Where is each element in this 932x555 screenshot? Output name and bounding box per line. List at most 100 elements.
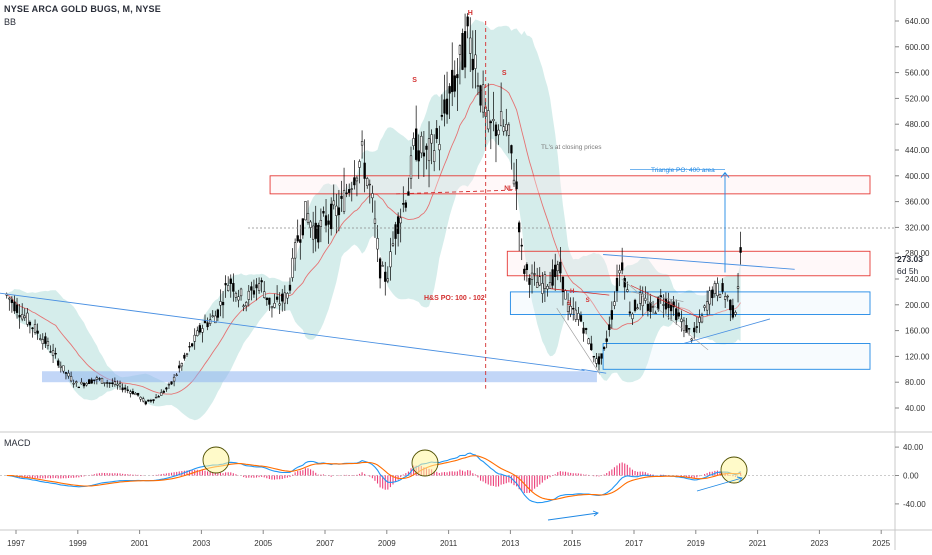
time-tick-label: 2023 — [811, 539, 829, 548]
candle-body — [180, 363, 183, 367]
candle-body — [301, 218, 305, 236]
countdown-tag: 6d 5h — [897, 266, 919, 276]
candle-body — [51, 350, 55, 356]
candle-body — [646, 303, 650, 311]
candle-body — [461, 33, 464, 70]
zone-200 — [509, 291, 871, 315]
candle-body — [165, 387, 168, 390]
candle-body — [476, 85, 480, 87]
candle-body — [348, 189, 351, 193]
candle-body — [487, 110, 490, 130]
price-tick-label: 520.00 — [905, 94, 930, 103]
candle-body — [234, 292, 238, 298]
candle-body — [237, 296, 240, 301]
candle-body — [592, 355, 595, 358]
candle-body — [420, 135, 423, 154]
candle-body — [471, 58, 474, 71]
candle-body — [296, 235, 299, 242]
candle-body — [505, 123, 508, 132]
candle-body — [618, 270, 621, 274]
triangle-lower-line — [683, 318, 771, 344]
candle-body — [389, 251, 392, 268]
candle-body — [427, 138, 431, 162]
macd-tick-label: 0.00 — [903, 472, 919, 481]
candle-body — [564, 290, 567, 300]
candle-body — [597, 356, 601, 365]
candle-body — [304, 201, 307, 221]
candle-body — [75, 381, 78, 384]
candle-body — [649, 302, 652, 312]
candle-body — [90, 379, 93, 384]
candle-body — [360, 141, 364, 146]
candle-body — [67, 372, 70, 377]
candle-body — [190, 343, 194, 347]
time-tick-label: 1999 — [69, 539, 87, 548]
candle-body — [299, 239, 302, 243]
bb-indicator-label[interactable]: BB — [4, 17, 17, 27]
neckline-dashed — [396, 189, 517, 195]
price-tick-label: 400.00 — [905, 172, 930, 181]
candle-body — [147, 399, 150, 402]
candle-body — [412, 138, 415, 146]
candle-body — [358, 161, 361, 168]
candle-body — [669, 304, 673, 312]
candle-body — [154, 396, 158, 399]
candle-body — [574, 309, 577, 320]
price-tick-label: 440.00 — [905, 146, 930, 155]
candle-body — [569, 305, 572, 315]
candle-body — [425, 145, 428, 150]
candle-body — [391, 243, 395, 246]
macd-line — [6, 452, 741, 504]
candle-body — [309, 221, 312, 228]
macd-indicator-label[interactable]: MACD — [4, 438, 31, 448]
candle-body — [659, 295, 662, 298]
small-neckline — [550, 288, 610, 296]
price-tick-label: 560.00 — [905, 69, 930, 78]
time-tick-label: 2003 — [193, 539, 211, 548]
signal-line — [6, 455, 741, 501]
candle-body — [100, 377, 104, 384]
candle-body — [36, 330, 39, 334]
candle-body — [613, 301, 616, 306]
candle-body — [332, 200, 335, 206]
candle-body — [10, 299, 14, 303]
candle-body — [469, 37, 472, 54]
long-downtrend-line — [0, 292, 585, 372]
candle-body — [582, 327, 585, 334]
candle-body — [654, 312, 657, 314]
candle-body — [381, 265, 384, 267]
candle-body — [448, 86, 451, 94]
neckline-label: NL — [504, 185, 513, 192]
candle-body — [577, 313, 580, 320]
candle-body — [515, 181, 518, 190]
candle-body — [291, 257, 294, 278]
candle-body — [705, 301, 709, 311]
candle-body — [579, 315, 583, 322]
candle-body — [677, 312, 680, 317]
candle-body — [49, 351, 52, 353]
candle-body — [142, 398, 145, 402]
candle-body — [474, 54, 477, 69]
candle-body — [193, 334, 196, 342]
candle-body — [209, 319, 212, 324]
zone-120 — [602, 343, 871, 370]
time-tick-label: 2009 — [378, 539, 396, 548]
candle-body — [229, 278, 232, 284]
candle-body — [170, 381, 173, 385]
candle-body — [247, 290, 250, 300]
candle-body — [324, 215, 328, 226]
candle-body — [435, 128, 438, 139]
candle-body — [64, 372, 68, 374]
candle-body — [724, 296, 727, 300]
candle-body — [438, 144, 441, 151]
candle-body — [26, 312, 29, 325]
candle-body — [572, 307, 575, 310]
candle-body — [718, 293, 722, 298]
candle-body — [152, 399, 155, 402]
candle-body — [183, 354, 186, 359]
candle-body — [270, 305, 274, 309]
right-shoulder-label: S — [502, 70, 507, 77]
candle-body — [116, 383, 119, 386]
candle-body — [286, 293, 289, 299]
